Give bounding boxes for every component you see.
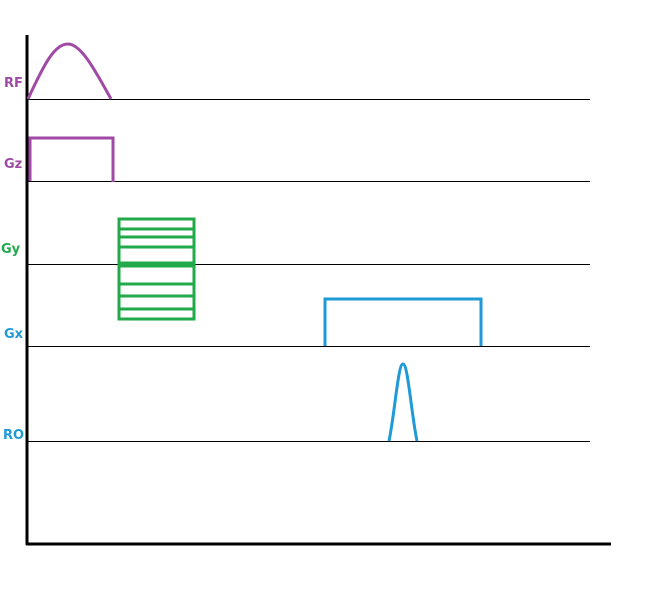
gy-table-outline — [117, 217, 196, 321]
gx-gradient — [323, 297, 483, 346]
rf-label: RF — [4, 76, 23, 91]
gz-gradient — [28, 136, 115, 182]
gx-label: Gx — [4, 327, 24, 342]
ro-echo — [387, 362, 419, 442]
gy-phase-encode-table — [117, 217, 196, 321]
rf-pulse — [26, 42, 113, 100]
gy-label: Gy — [1, 242, 21, 257]
gz-label: Gz — [4, 157, 23, 172]
ro-label: RO — [3, 428, 25, 443]
